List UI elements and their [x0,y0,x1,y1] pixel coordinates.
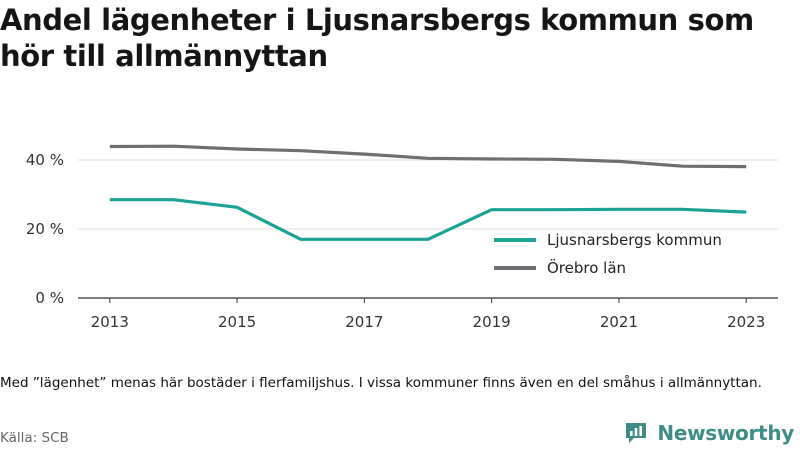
y-tick-label: 40 % [26,151,64,169]
y-axis-ticks: 0 % 20 % 40 % [26,151,64,307]
x-tick-label: 2019 [473,313,511,331]
y-tick-label: 20 % [26,220,64,238]
line-chart: 0 % 20 % 40 % 2013 2015 2017 2019 2021 2023 Lju… [26,144,778,331]
legend: Ljusnarsbergs kommun Örebro län [494,231,722,277]
x-axis-ticks: 2013 2015 2017 2019 2021 2023 [91,298,765,331]
grid-lines [78,159,778,299]
x-tick-label: 2023 [727,313,765,331]
footnote: Med ”lägenhet” menas här bostäder i fler… [0,375,762,391]
source-label: Källa: SCB [0,430,69,446]
brand-logo: Newsworthy [623,420,794,446]
chart-title: Andel lägenheter i Ljusnarsbergs kommun … [0,3,754,73]
x-tick-label: 2017 [345,313,383,331]
series-lines [109,144,747,241]
x-tick-label: 2015 [218,313,256,331]
x-tick-label: 2021 [600,313,638,331]
brand-name: Newsworthy [657,421,794,445]
legend-label-0: Ljusnarsbergs kommun [547,231,722,249]
newsworthy-logo-icon [626,423,647,443]
series-line-0 [109,198,747,241]
legend-label-1: Örebro län [547,258,626,277]
x-tick-label: 2013 [91,313,129,331]
series-line-1 [109,144,747,169]
y-tick-label: 0 % [35,289,64,307]
